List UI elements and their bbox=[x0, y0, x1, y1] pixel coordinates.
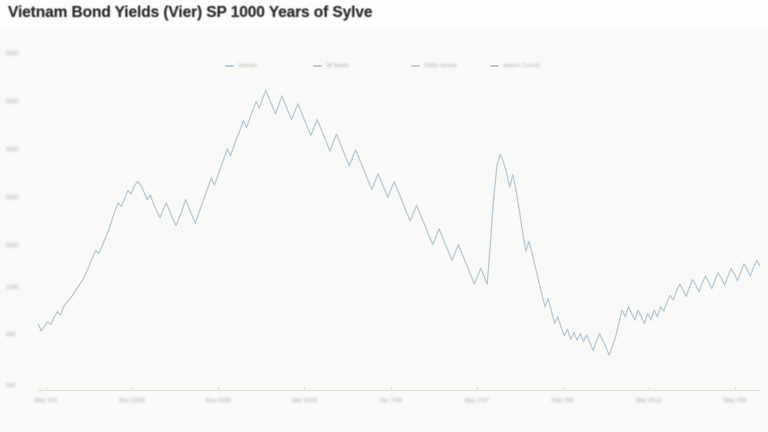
y-axis-tick-label: 2000 bbox=[6, 243, 19, 249]
legend-item-2[interactable]: 1000y Spread bbox=[410, 63, 457, 69]
x-axis-tick-label: Mar 2008 bbox=[119, 398, 145, 404]
chart-legend: Vietnam SP Bonds 1000y Spread Historic C… bbox=[225, 60, 585, 72]
legend-swatch-icon bbox=[312, 65, 322, 67]
x-axis-tick-mark bbox=[390, 387, 392, 391]
x-axis-tick-mark bbox=[648, 387, 650, 391]
legend-label: Vietnam bbox=[238, 63, 257, 69]
legend-label: Historic Current bbox=[503, 63, 540, 69]
x-axis-tick-label: Sep 200 bbox=[551, 398, 574, 404]
page-title: Vietnam Bond Yields (Vier) SP 1000 Years… bbox=[8, 4, 373, 21]
x-axis-tick-mark bbox=[562, 387, 564, 391]
x-axis-tick-mark bbox=[735, 387, 736, 391]
plot-area bbox=[38, 52, 760, 390]
y-axis-tick-label: 1000 bbox=[6, 285, 19, 291]
x-axis-line bbox=[38, 390, 760, 391]
y-axis-tick-label: 5000 bbox=[6, 99, 19, 105]
x-axis-tick-label: Sep 2005 bbox=[205, 398, 232, 404]
x-axis-tick-mark bbox=[304, 387, 306, 391]
y-axis-tick-label: 4000 bbox=[6, 147, 19, 153]
x-axis-tick-label: May 200 bbox=[723, 398, 747, 404]
x-axis-tick-mark bbox=[132, 387, 134, 391]
x-axis-tick-label: Jan 7/40 bbox=[378, 398, 403, 404]
x-axis-tick-mark bbox=[46, 387, 47, 391]
y-axis-tick-label: 000 bbox=[6, 383, 16, 389]
x-axis-tick-mark bbox=[476, 387, 478, 391]
y-axis-tick-label: 500 bbox=[6, 332, 16, 338]
legend-item-3[interactable]: Historic Current bbox=[490, 63, 539, 69]
y-axis-tick-label: 6000 bbox=[6, 51, 19, 57]
legend-label: SP Bonds bbox=[325, 63, 349, 69]
x-axis-tick-mark bbox=[218, 387, 220, 391]
x-axis-tick-label: Mar 2009 bbox=[291, 398, 317, 404]
x-axis-tick-label: Mar 2013 bbox=[636, 398, 662, 404]
legend-item-0[interactable]: Vietnam bbox=[225, 63, 257, 69]
series-svg bbox=[38, 89, 760, 356]
legend-swatch-icon bbox=[225, 65, 234, 67]
legend-label: 1000y Spread bbox=[423, 63, 457, 69]
x-axis-tick-label: May 201 bbox=[34, 398, 58, 404]
x-axis-tick-label: May 7/07 bbox=[464, 398, 489, 404]
legend-item-1[interactable]: SP Bonds bbox=[312, 63, 349, 69]
legend-swatch-icon bbox=[490, 65, 500, 67]
chart-canvas: Vietnam SP Bonds 1000y Spread Historic C… bbox=[0, 30, 768, 432]
y-axis-tick-label: 3000 bbox=[6, 195, 19, 201]
series-line-vietnam bbox=[38, 89, 760, 356]
legend-swatch-icon bbox=[410, 65, 420, 67]
